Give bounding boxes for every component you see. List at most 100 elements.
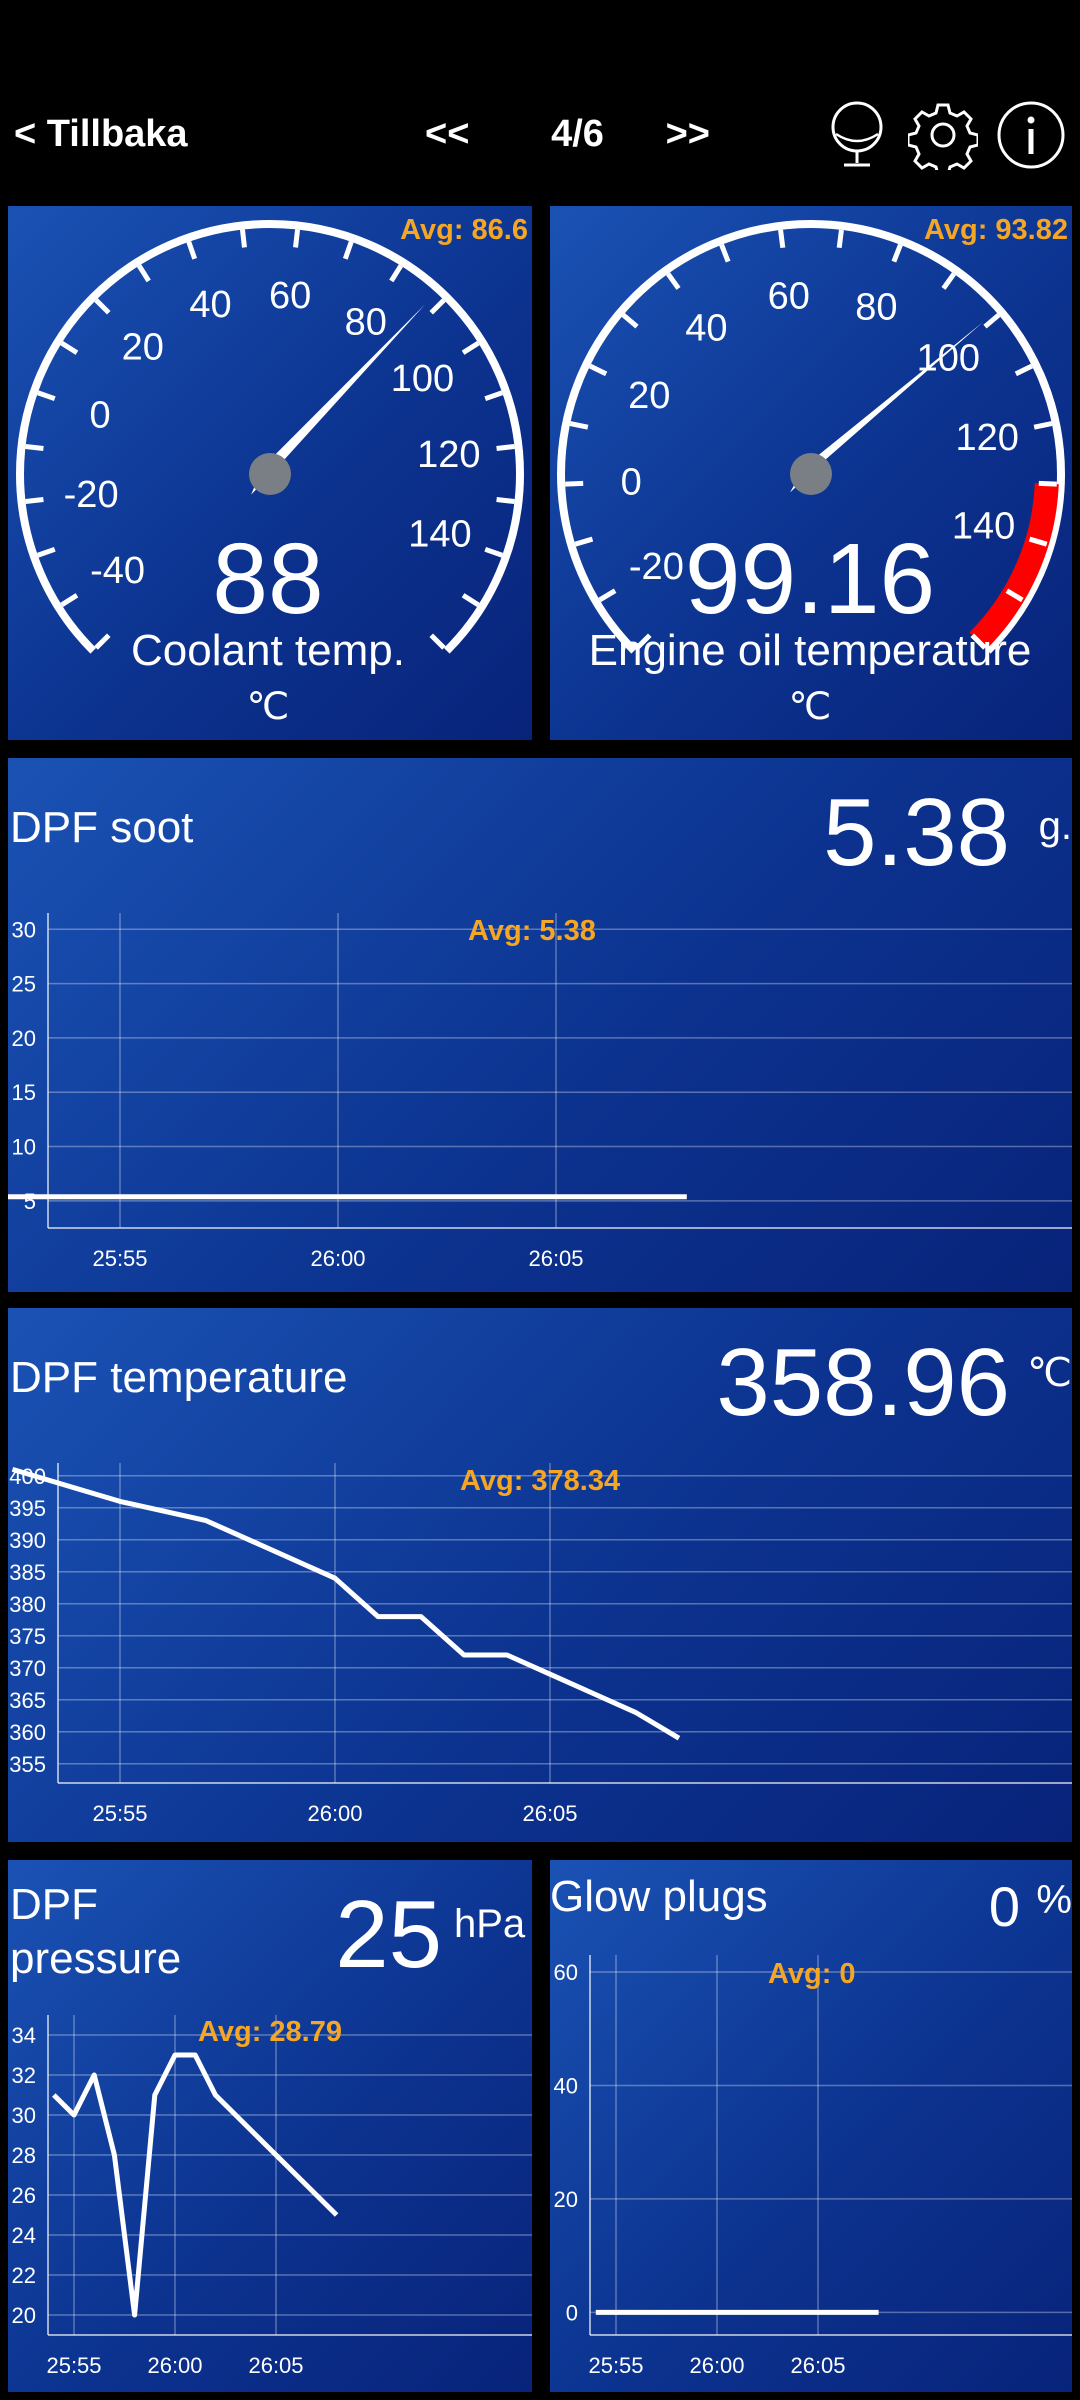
back-button[interactable]: < Tillbaka	[14, 113, 188, 155]
y-tick-label: 32	[12, 2063, 36, 2088]
gauge-tick	[94, 298, 111, 315]
oil-temp-avg: Avg: 93.82	[924, 214, 1068, 246]
y-tick-label: 28	[12, 2143, 36, 2168]
gauge-tick	[588, 363, 608, 377]
coolant-avg: Avg: 86.6	[400, 214, 528, 246]
gauge-tick	[1005, 588, 1024, 603]
gauge-redzone	[969, 483, 1059, 650]
x-tick-label: 25:55	[92, 1801, 147, 1826]
gauge-hub	[790, 453, 832, 495]
y-tick-label: 370	[9, 1656, 46, 1681]
gauge-tick	[666, 272, 681, 290]
gauge-tick	[186, 240, 198, 260]
glow-plugs-chart: 0 20 40 60 25:55 26:00 26:05	[554, 1955, 1072, 2378]
gauge-tick	[891, 243, 903, 263]
dpf-pressure-unit: hPa	[454, 1902, 526, 1946]
y-tick-label: 30	[12, 2103, 36, 2128]
gauge-tick	[239, 229, 247, 248]
gauge-tick	[36, 390, 56, 402]
dpf-pressure-title: DPF pressure	[10, 1878, 181, 1986]
y-tick-label: 375	[9, 1624, 46, 1649]
gauge-tick-label: 120	[955, 417, 1018, 459]
dpf-soot-unit: g.	[1038, 804, 1072, 848]
gauge-tick-label: 80	[855, 286, 897, 328]
gauge-arc	[16, 220, 524, 654]
gear-icon[interactable]	[908, 100, 978, 170]
info-icon[interactable]	[996, 100, 1066, 170]
x-tick-label: 26:05	[528, 1246, 583, 1271]
gauge-tick	[1028, 536, 1048, 547]
y-tick-label: 20	[12, 2303, 36, 2328]
gauge-tick-label: 60	[269, 275, 311, 317]
oil-temp-unit: ℃	[788, 686, 832, 728]
y-tick-label: 24	[12, 2223, 36, 2248]
gauge-tick	[983, 313, 1001, 329]
y-tick-label: 34	[12, 2023, 36, 2048]
x-tick-label: 26:00	[310, 1246, 365, 1271]
dpf-soot-avg: Avg: 5.38	[468, 915, 596, 947]
x-tick-label: 26:00	[689, 2353, 744, 2378]
oil-temp-gauge: -20 0 20 40 60 80 100 120 140	[557, 220, 1065, 654]
gauge-tick-label: 0	[90, 395, 111, 437]
gauge-tick	[94, 633, 111, 650]
x-tick-label: 25:55	[46, 2353, 101, 2378]
gauge-tick	[389, 264, 403, 283]
gauge-tick-label: 100	[391, 358, 454, 400]
y-tick-label: 15	[12, 1080, 36, 1105]
gauge-tick	[137, 264, 151, 283]
gauge-tick	[429, 298, 446, 315]
dpf-pressure-title-line1: DPF	[10, 1880, 98, 1929]
gauge-hub	[249, 453, 291, 495]
gauge-tick-label: 140	[952, 505, 1015, 547]
gauge-tick	[941, 272, 956, 290]
top-bar: < Tillbaka << 4/6 >>	[0, 0, 1080, 200]
gauge-tick	[60, 593, 79, 607]
gauge-tick	[569, 421, 589, 430]
dpf-temperature-value: 358.96	[716, 1329, 1010, 1436]
gauge-tick	[293, 229, 301, 248]
y-tick-label: 365	[9, 1688, 46, 1713]
glow-plugs-value: 0	[988, 1875, 1020, 1938]
gauge-tick	[429, 633, 446, 650]
oil-temp-gauge-panel: -20 0 20 40 60 80 100 120 140 Avg: 93.82 99.16 E…	[550, 206, 1072, 740]
y-tick-label: 5	[24, 1189, 36, 1214]
y-tick-label: 20	[12, 1026, 36, 1051]
gauge-tick-label: 100	[917, 338, 980, 380]
y-tick-label: 22	[12, 2263, 36, 2288]
coolant-unit: ℃	[246, 686, 290, 728]
coolant-label: Coolant temp.	[131, 626, 405, 675]
x-tick-label: 25:55	[92, 1246, 147, 1271]
gauge-tick-label: 20	[122, 327, 164, 369]
series-line	[52, 2052, 339, 2318]
gauge-tick	[574, 536, 594, 547]
x-tick-label: 26:00	[307, 1801, 362, 1826]
gauge-tick-label: 120	[417, 434, 480, 476]
gauge-tick	[484, 390, 504, 402]
y-tick-label: 30	[12, 917, 36, 942]
microphone-icon[interactable]	[822, 100, 892, 170]
gauge-tick-label: -40	[90, 550, 145, 592]
y-tick-label: 385	[9, 1560, 46, 1585]
dpf-pressure-chart: 20 22 24 26 28 30 32 34 25:55 26:00 26:05	[12, 2015, 532, 2378]
gauge-tick	[598, 588, 617, 603]
previous-page-button[interactable]: <<	[425, 113, 470, 155]
y-tick-label: 355	[9, 1752, 46, 1777]
y-tick-label: 0	[566, 2300, 578, 2325]
gauge-tick	[778, 229, 786, 249]
next-page-button[interactable]: >>	[665, 113, 710, 155]
gauge-tick-label: -20	[629, 546, 684, 588]
y-tick-label: 395	[9, 1496, 46, 1521]
gauge-tick	[1038, 480, 1057, 487]
y-tick-label: 60	[554, 1960, 578, 1985]
glow-plugs-panel: Glow plugs 0 % 0 20 40 60 25:55 26:00 26:05 Av…	[550, 1860, 1072, 2392]
gauge-tick	[496, 443, 515, 451]
gauge-tick-label: 40	[189, 284, 231, 326]
gauge-tick	[461, 593, 480, 607]
gauge-tick	[635, 633, 652, 650]
gauge-tick-label: 140	[408, 513, 471, 555]
x-tick-label: 25:55	[588, 2353, 643, 2378]
gauge-tick-label: 20	[628, 375, 670, 417]
gauge-tick	[496, 497, 515, 505]
gauge-tick	[60, 341, 79, 355]
